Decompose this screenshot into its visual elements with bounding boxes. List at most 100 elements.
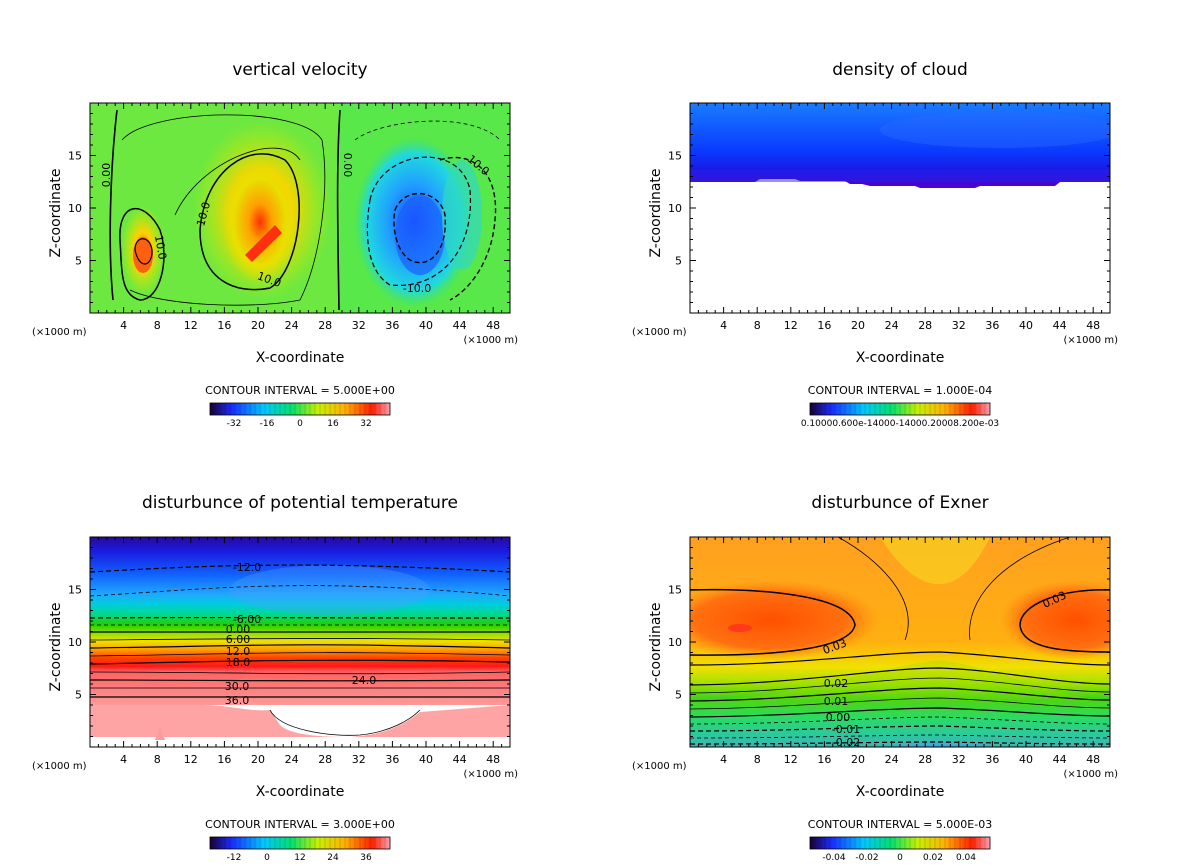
x-tick-label: 48	[486, 319, 500, 332]
x-tick-label: 16	[217, 319, 231, 332]
colorbar-tick-label: 0.10000.600e-14000-14000.20008.200e-03	[801, 419, 999, 429]
y-tick-label: 15	[668, 584, 682, 597]
plot-field	[690, 103, 1110, 313]
x-tick-label: 40	[1019, 319, 1033, 332]
x-unit-label: (×1000 m)	[1063, 335, 1118, 346]
panel-title: disturbunce of potential temperature	[142, 493, 458, 513]
y-axis-label: Z-coordinate	[648, 602, 664, 691]
z-unit-label: (×1000 m)	[632, 761, 687, 772]
x-axis-label: X-coordinate	[256, 784, 345, 800]
contour-label: 36.0	[225, 694, 250, 707]
contour-label: 12.0	[226, 645, 251, 658]
contour-label: 18.0	[226, 656, 251, 669]
x-tick-label: 8	[154, 319, 161, 332]
x-tick-label: 32	[352, 753, 366, 766]
contour-interval: CONTOUR INTERVAL = 5.000E+00	[205, 384, 395, 397]
x-tick-label: 28	[318, 319, 332, 332]
z-unit-label: (×1000 m)	[32, 327, 87, 338]
x-tick-label: 4	[720, 319, 727, 332]
x-tick-label: 36	[985, 319, 999, 332]
colorbar-tick-label: 0	[897, 853, 903, 863]
x-tick-label: 20	[251, 753, 265, 766]
x-tick-label: 36	[985, 753, 999, 766]
colorbar-tick-label: 16	[327, 419, 339, 429]
x-tick-label: 48	[486, 753, 500, 766]
x-tick-label: 4	[720, 753, 727, 766]
x-tick-label: 4	[120, 753, 127, 766]
contour-label: 24.0	[352, 674, 377, 687]
colorbar-tick-label: 0.02	[923, 853, 943, 863]
x-axis-label: X-coordinate	[856, 784, 945, 800]
x-axis-label: X-coordinate	[856, 350, 945, 366]
x-tick-label: 8	[154, 753, 161, 766]
colorbar-tick-label: -0.02	[855, 853, 878, 863]
z-unit-label: (×1000 m)	[32, 761, 87, 772]
colorbar-tick-label: 36	[360, 853, 372, 863]
contour-interval: CONTOUR INTERVAL = 5.000E-03	[808, 818, 992, 831]
contour-label: -10.0	[403, 282, 431, 295]
colorbar-tick-label: 0	[297, 419, 303, 429]
x-tick-label: 4	[120, 319, 127, 332]
colorbar-tick-label: 24	[327, 853, 339, 863]
x-tick-label: 24	[885, 319, 899, 332]
plot-field	[90, 537, 510, 747]
x-tick-label: 40	[1019, 753, 1033, 766]
y-tick-label: 15	[68, 150, 82, 163]
x-tick-label: 12	[184, 753, 198, 766]
contour-label: 6.00	[226, 633, 251, 646]
contour-label: 0.00	[226, 623, 251, 636]
x-tick-label: 24	[285, 753, 299, 766]
y-tick-label: 10	[68, 636, 82, 649]
y-tick-label: 5	[75, 689, 82, 702]
x-axis-label: X-coordinate	[256, 350, 345, 366]
y-axis-label: Z-coordinate	[48, 168, 64, 257]
panel-exner: disturbunce of Exner 0.03 0.	[690, 493, 1110, 749]
x-tick-label: 40	[419, 753, 433, 766]
x-tick-label: 48	[1086, 753, 1100, 766]
x-tick-label: 32	[952, 753, 966, 766]
y-tick-label: 5	[675, 689, 682, 702]
x-tick-label: 24	[285, 319, 299, 332]
x-tick-label: 44	[453, 753, 467, 766]
contour-label: 0.02	[824, 677, 849, 690]
panel-vertical-velocity: vertical velocity 0.00 10.0	[90, 60, 510, 313]
contour-label: 0.00	[341, 153, 354, 178]
colorbar-tick-label: -12	[227, 853, 242, 863]
contour-label: 10.0	[194, 201, 213, 228]
y-axis-label: Z-coordinate	[48, 602, 64, 691]
contour-label: 10.0	[152, 234, 169, 260]
x-tick-label: 36	[385, 319, 399, 332]
x-tick-label: 8	[754, 319, 761, 332]
x-unit-label: (×1000 m)	[463, 335, 518, 346]
y-tick-label: 15	[668, 150, 682, 163]
x-tick-label: 16	[817, 319, 831, 332]
contour-label: 0.00	[100, 163, 113, 188]
colorbar-tick-label: 0	[264, 853, 270, 863]
contour-label: -12.0	[233, 561, 261, 574]
plot-field	[690, 537, 1110, 747]
x-tick-label: 20	[851, 753, 865, 766]
x-tick-label: 20	[251, 319, 265, 332]
y-tick-label: 5	[75, 255, 82, 268]
y-tick-label: 5	[675, 255, 682, 268]
x-tick-label: 12	[184, 319, 198, 332]
x-unit-label: (×1000 m)	[463, 769, 518, 780]
x-tick-label: 20	[851, 319, 865, 332]
z-unit-label: (×1000 m)	[632, 327, 687, 338]
x-tick-label: 36	[385, 753, 399, 766]
contour-label: -0.01	[832, 723, 860, 736]
colorbar-tick-label: -16	[260, 419, 275, 429]
panel-title: disturbunce of Exner	[811, 493, 988, 513]
x-tick-label: 44	[453, 319, 467, 332]
colorbar-tick-label: -32	[227, 419, 242, 429]
y-tick-label: 10	[668, 636, 682, 649]
panel-density-of-cloud: density of cloud	[690, 60, 1110, 313]
x-tick-label: 28	[318, 753, 332, 766]
contour-label: -6.00	[233, 613, 261, 626]
x-unit-label: (×1000 m)	[1063, 769, 1118, 780]
y-axis-label: Z-coordinate	[648, 168, 664, 257]
colorbar-tick-label: 12	[294, 853, 305, 863]
x-tick-label: 28	[918, 319, 932, 332]
